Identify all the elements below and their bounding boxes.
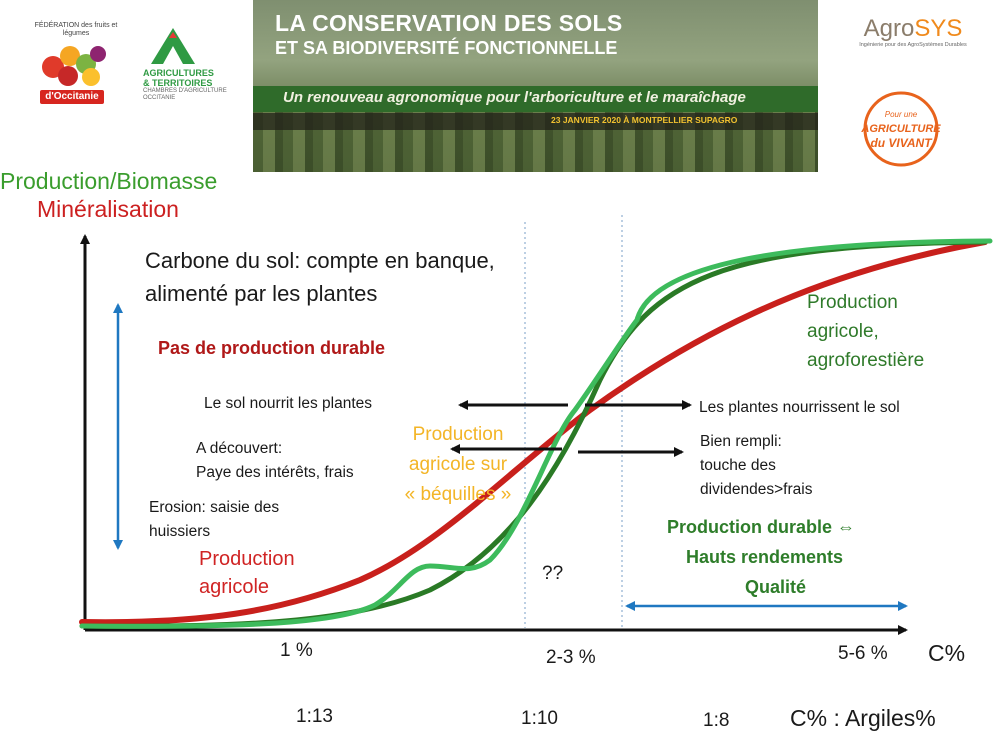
production-agricole-label: Production agricole — [199, 545, 295, 601]
sol-nourrit-label: Le sol nourrit les plantes — [204, 395, 373, 412]
bien-rempli-line2: touche des — [700, 457, 776, 474]
durable-line2: Hauts rendements — [686, 547, 844, 567]
agroforestiere-line2: agricole, — [807, 321, 879, 342]
banner-title-line2: ET SA BIODIVERSITÉ FONCTIONNELLE — [275, 38, 618, 58]
erosion-label: Erosion: saisie des huissiers — [149, 496, 279, 544]
agriculture-text-2: & TERRITOIRES — [143, 78, 213, 88]
erosion-line1: Erosion: saisie des — [149, 499, 280, 516]
agrosys-name-a: Agro — [863, 15, 915, 42]
federation-fruits-legumes-logo: FÉDÉRATION des fruits et légumes d'Occit… — [30, 22, 122, 120]
agriculture-du-vivant-logo: Pour une AGRICULTURE du VIVANT — [860, 88, 942, 170]
bequilles-line3: « béquilles » — [404, 484, 512, 505]
tick-5-6pct: 5-6 % — [838, 643, 888, 664]
decouvert-line2: Paye des intérêts, frais — [196, 464, 354, 481]
bien-rempli-line3: dividendes>frais — [700, 481, 813, 498]
ylabel-production-biomasse: Production/Biomasse — [0, 168, 218, 194]
agroforestiere-label: Production agricole, agroforestière — [807, 288, 924, 375]
carbone-title-line2: alimenté par les plantes — [145, 281, 378, 306]
banner-date: 23 JANVIER 2020 À MONTPELLIER SUPAGRO — [551, 115, 738, 125]
decouvert-label: A découvert: Paye des intérêts, frais — [196, 437, 354, 485]
question-marks: ?? — [542, 563, 564, 584]
ratio-1-13: 1:13 — [296, 706, 333, 727]
bequilles-curve — [79, 238, 993, 629]
carbone-title: Carbone du sol: compte en banque, alimen… — [145, 244, 605, 310]
occitanie-label: d'Occitanie — [40, 90, 104, 104]
pas-production-durable: Pas de production durable — [158, 338, 386, 358]
chambre-agriculture-logo: AGRICULTURES & TERRITOIRES CHAMBRES D'AG… — [143, 24, 243, 120]
banner-date-strip — [253, 113, 818, 130]
ratio-1-10: 1:10 — [521, 708, 558, 729]
vivant-logo-line1: Pour une — [885, 110, 918, 119]
ylabel-mineralisation: Minéralisation — [37, 196, 179, 222]
federation-logo-text: FÉDÉRATION des fruits et légumes — [34, 22, 118, 37]
erosion-line2: huissiers — [149, 523, 211, 540]
agrosys-name-b: SYS — [914, 15, 963, 42]
banner-title-line1: LA CONSERVATION DES SOLS — [275, 10, 623, 36]
production-agricole-line1: Production — [199, 548, 295, 570]
durable-line3: Qualité — [745, 577, 807, 597]
bequilles-line2: agricole sur — [408, 454, 508, 475]
ratio-1-8: 1:8 — [703, 710, 730, 731]
agroforestiere-line1: Production — [807, 292, 898, 313]
agrosys-tagline: Ingénierie pour des AgroSystèmes Durable… — [859, 42, 967, 48]
decouvert-line1: A découvert: — [196, 440, 283, 457]
agrosys-name: AgroSYS — [858, 16, 968, 42]
bien-rempli-label: Bien rempli: touche des dividendes>frais — [700, 430, 812, 502]
x-axis-label: C% — [928, 640, 966, 666]
fruit-cluster-icon — [30, 42, 122, 90]
production-agricole-line2: agricole — [199, 576, 270, 598]
bien-rempli-line1: Bien rempli: — [700, 433, 782, 450]
durable-line1: Production durable ⇔ — [667, 517, 856, 537]
ratio-axis-label: C% : Argiles% — [790, 705, 936, 731]
conference-banner: LA CONSERVATION DES SOLS ET SA BIODIVERS… — [253, 0, 818, 172]
plantes-nourrissent-label: Les plantes nourrissent le sol — [699, 399, 900, 416]
vivant-logo-line3: du VIVANT — [870, 136, 933, 150]
agroforestiere-line3: agroforestière — [807, 350, 925, 371]
agriculture-text-1: AGRICULTURES — [143, 68, 214, 78]
bequilles-line1: Production — [412, 424, 504, 445]
carbone-title-line1: Carbone du sol: compte en banque, — [145, 248, 495, 273]
tick-1pct: 1 % — [280, 640, 313, 661]
banner-subtitle-strip — [253, 86, 818, 112]
agriculture-text-3: CHAMBRES D'AGRICULTURE OCCITANIE — [143, 88, 227, 101]
bequilles-label: Production agricole sur « béquilles » — [388, 420, 528, 510]
vivant-logo-line2: AGRICULTURE — [860, 123, 941, 135]
agrosys-logo: AgroSYS Ingénierie pour des AgroSystèmes… — [858, 16, 968, 64]
tick-2-3pct: 2-3 % — [546, 647, 596, 668]
banner-subtitle: Un renouveau agronomique pour l'arboricu… — [283, 89, 746, 106]
agriculture-mark-icon — [143, 24, 243, 68]
mineralisation-curve — [79, 239, 988, 626]
